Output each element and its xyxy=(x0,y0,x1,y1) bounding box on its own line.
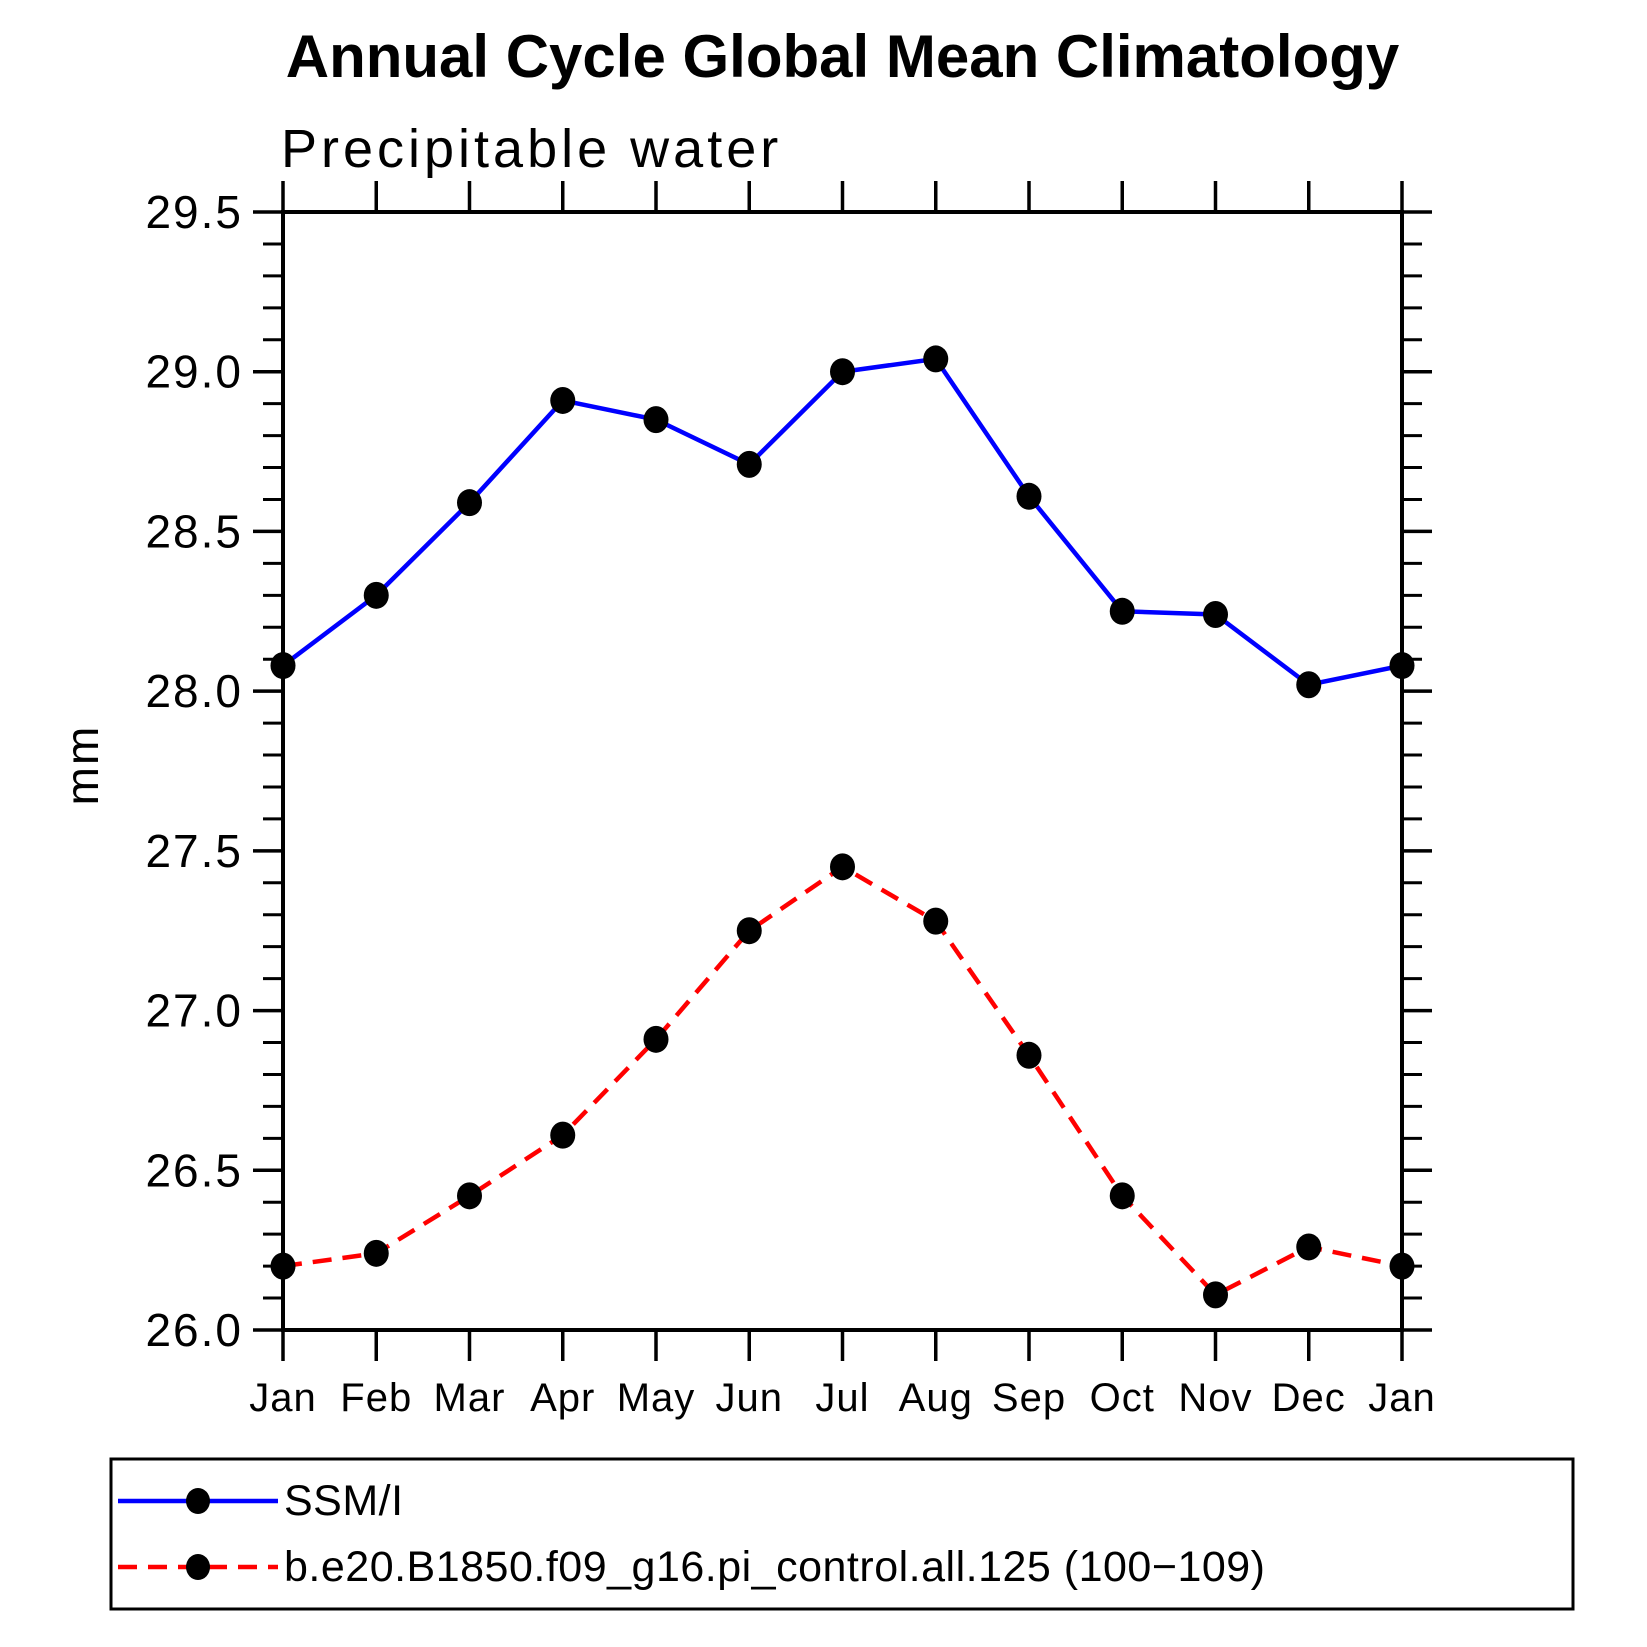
legend-label: SSM/I xyxy=(284,1477,404,1525)
y-axis-tick-label: 29.0 xyxy=(145,346,243,398)
x-axis-tick-label: Jun xyxy=(716,1376,784,1420)
legend-box xyxy=(109,1457,1575,1611)
data-point-marker xyxy=(736,450,762,478)
x-axis-tick-label: Nov xyxy=(1178,1376,1252,1420)
x-axis-tick-label: Feb xyxy=(340,1376,412,1420)
x-axis-tick-label: Aug xyxy=(899,1376,973,1420)
data-point-marker xyxy=(457,1182,482,1210)
data-point-marker xyxy=(550,1121,576,1149)
x-axis-tick-label: Sep xyxy=(992,1376,1066,1420)
chart-title: Annual Cycle Global Mean Climatology xyxy=(285,23,1400,90)
data-point-marker xyxy=(1203,1281,1228,1309)
x-axis-tick-label: Jul xyxy=(815,1376,869,1420)
y-axis-tick-label: 26.5 xyxy=(145,1144,243,1196)
data-point-marker xyxy=(1296,1233,1322,1261)
y-axis-tick-label: 28.5 xyxy=(145,505,243,557)
x-axis-tick-label: Jan xyxy=(249,1376,317,1420)
y-axis-tick-label: 27.0 xyxy=(145,985,243,1037)
y-axis-tick-label: 27.5 xyxy=(145,825,243,877)
data-point-marker xyxy=(1296,671,1322,699)
data-point-marker xyxy=(363,581,389,609)
data-point-marker xyxy=(1016,482,1042,510)
x-axis-tick-label: May xyxy=(617,1376,696,1420)
data-point-marker xyxy=(643,406,669,434)
data-point-marker xyxy=(923,345,949,373)
data-point-marker xyxy=(1389,652,1415,680)
y-axis-tick-label: 29.5 xyxy=(145,186,243,238)
chart-subtitle: Precipitable water xyxy=(281,119,783,179)
data-point-marker xyxy=(1389,1252,1415,1280)
data-point-marker xyxy=(363,1239,389,1267)
y-axis-title: mm xyxy=(56,725,108,806)
data-point-marker xyxy=(830,853,855,881)
x-axis-tick-label: Apr xyxy=(530,1376,595,1420)
data-point-marker xyxy=(643,1025,669,1053)
data-point-marker xyxy=(1016,1041,1042,1069)
x-axis-tick-label: Jan xyxy=(1368,1376,1436,1420)
y-axis-tick-label: 28.0 xyxy=(145,665,243,717)
legend-marker-sample xyxy=(186,1554,210,1580)
series-line-0 xyxy=(281,356,1403,688)
data-point-marker xyxy=(1203,600,1228,628)
data-point-marker xyxy=(830,358,855,386)
data-point-marker xyxy=(270,1252,296,1280)
x-axis-tick-label: Mar xyxy=(434,1376,506,1420)
data-point-marker xyxy=(457,489,482,517)
legend-marker-sample xyxy=(186,1488,210,1514)
series-line-1 xyxy=(282,864,1403,1298)
data-point-marker xyxy=(923,907,949,935)
data-point-marker xyxy=(270,652,296,680)
data-point-marker xyxy=(550,386,576,414)
x-axis-tick-label: Oct xyxy=(1090,1376,1155,1420)
data-point-marker xyxy=(1109,597,1135,625)
data-point-marker xyxy=(1109,1182,1135,1210)
y-axis-tick-label: 26.0 xyxy=(145,1304,243,1356)
data-point-marker xyxy=(736,917,762,945)
legend-label: b.e20.B1850.f09_g16.pi_control.all.125 (… xyxy=(284,1543,1266,1591)
x-axis-tick-label: Dec xyxy=(1272,1376,1346,1420)
